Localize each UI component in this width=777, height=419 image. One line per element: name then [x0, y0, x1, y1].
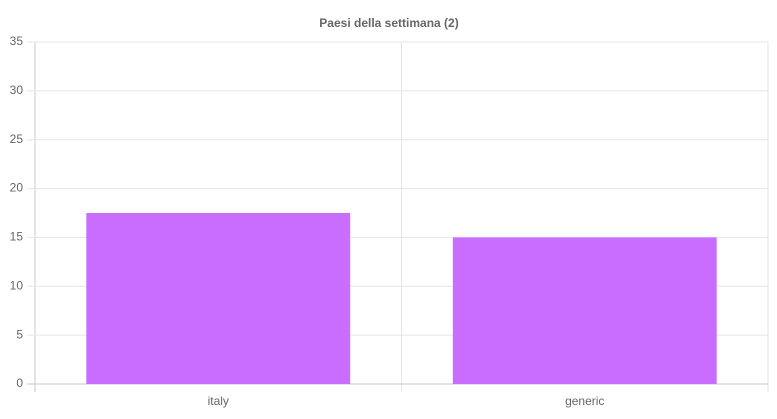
y-tick-label: 5 [16, 327, 23, 341]
chart-title: Paesi della settimana (2) [319, 16, 458, 30]
y-tick-label: 35 [10, 34, 24, 48]
y-tick-label: 25 [10, 132, 24, 146]
bar [86, 213, 351, 384]
y-tick-label: 0 [16, 376, 23, 390]
x-tick-label: italy [208, 394, 229, 408]
y-tick-label: 15 [10, 230, 24, 244]
y-tick-label: 10 [10, 278, 24, 292]
y-tick-label: 20 [10, 181, 24, 195]
y-tick-label: 30 [10, 83, 24, 97]
bar [452, 237, 717, 384]
x-tick-label: generic [565, 394, 604, 408]
